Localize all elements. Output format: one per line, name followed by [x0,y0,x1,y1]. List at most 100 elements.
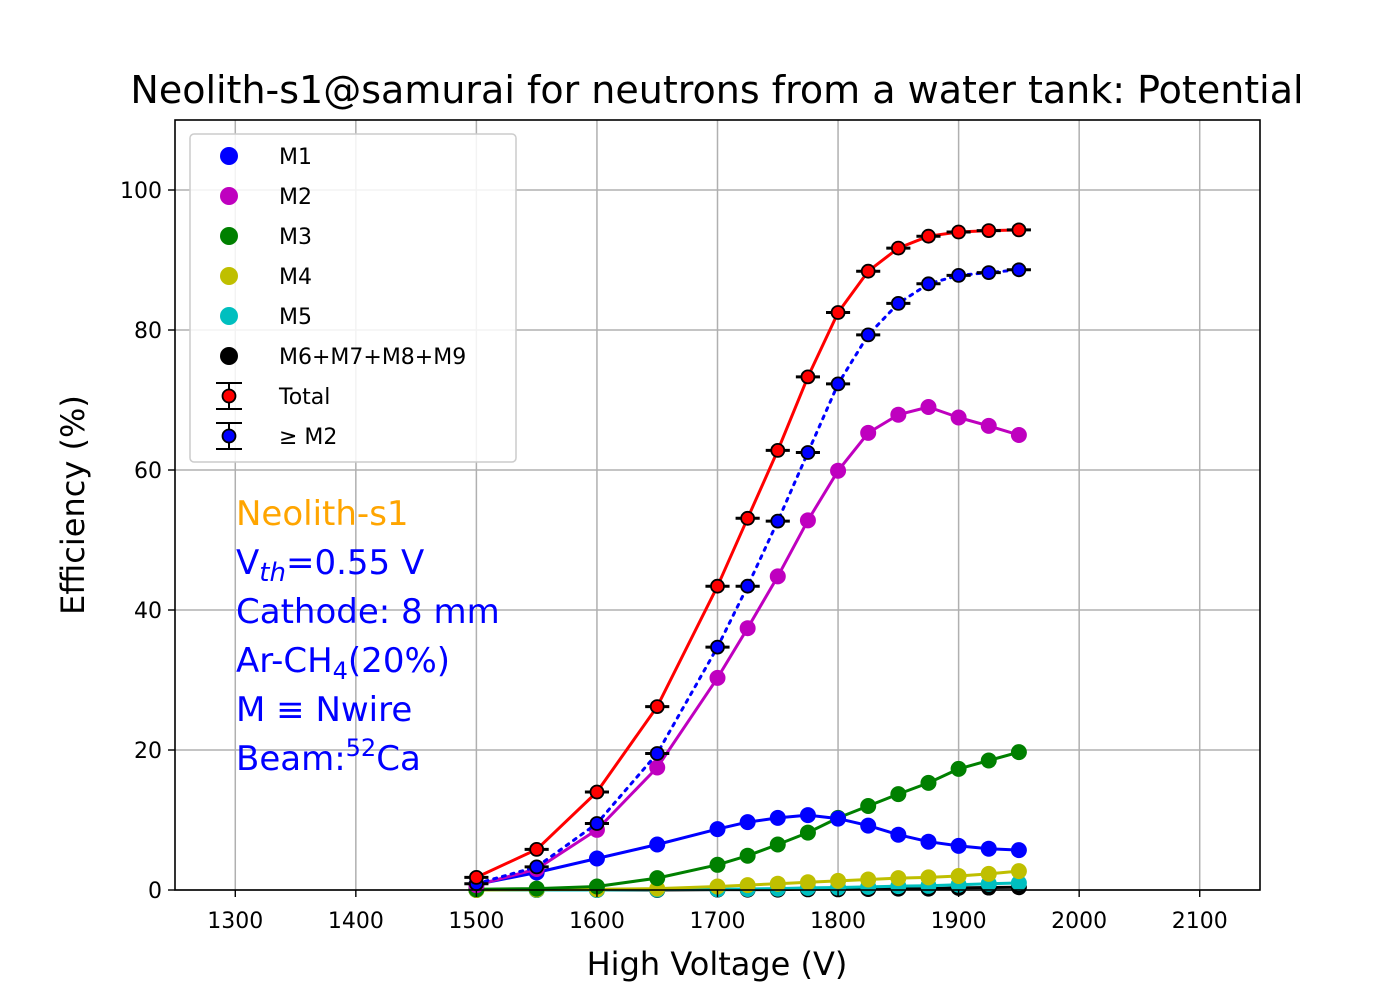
x-tick-label: 1700 [690,909,746,934]
series-m2 [464,262,1031,892]
data-point [770,513,786,529]
legend-item-m2: ≥ M2 [216,422,337,450]
x-tick-label: 1900 [931,909,987,934]
legend-label: M3 [279,225,312,250]
annotation-beam-rest: Ca [376,739,421,779]
data-point [769,836,786,853]
chart-title: Neolith-s1@samurai for neutrons from a w… [130,68,1303,112]
data-point [860,817,877,834]
plot-series [464,222,1031,898]
data-point [890,870,907,887]
x-tick-label: 1400 [328,909,384,934]
legend-item-m5: M5 [220,305,312,330]
data-point [588,850,605,867]
data-point [589,816,605,831]
data-point [649,699,665,714]
data-point [980,840,997,857]
data-point [1010,875,1027,891]
annotation-beam-sup: 52 [346,734,377,762]
data-point [649,870,666,887]
legend-label: M4 [279,265,312,290]
data-point [739,620,756,637]
legend-marker [220,267,238,285]
legend-marker [221,388,237,404]
data-point [830,462,847,479]
data-point [710,639,725,655]
data-point [951,267,967,283]
data-point [649,836,666,853]
legend-marker [220,227,238,245]
legend-label: M2 [279,185,312,210]
data-point [739,814,756,831]
data-point [709,669,726,686]
data-point [769,809,786,826]
data-point [1010,842,1027,859]
data-point [800,445,816,460]
x-axis-label: High Voltage (V) [587,945,848,983]
legend-marker [220,307,238,325]
annotation-gas-sub: 4 [333,657,348,685]
data-point [860,798,877,814]
data-point [860,424,877,441]
annotation-beam: Beam:52Ca [236,734,421,779]
legend-marker [220,347,238,365]
series-m1 [468,807,1027,893]
data-point [709,856,726,873]
legend-marker [221,428,237,444]
legend: M1 M2 M3 M4 M5 M6+M7+M8+M9 Total ≥ M2 [189,133,517,463]
data-point [529,842,545,857]
data-point [920,399,937,415]
y-tick-label: 40 [134,599,162,624]
x-tick-label: 1500 [448,909,504,934]
data-point [770,442,786,458]
legend-label: M6+M7+M8+M9 [279,345,466,370]
annotation-gas: Ar-CH4(20%) [236,641,450,685]
y-tick-label: 100 [120,179,162,204]
data-point [921,276,936,292]
data-point [1010,744,1027,761]
data-point [890,826,907,843]
data-point [950,409,967,426]
legend-item-total: Total [216,382,330,410]
data-point [589,784,605,800]
data-point [769,875,786,892]
data-point [890,406,907,423]
data-point [950,837,967,854]
data-point [739,877,756,894]
data-point [468,870,484,885]
data-point [980,417,997,434]
data-point [860,263,876,279]
x-tick-label: 2000 [1051,909,1107,934]
data-point [830,810,847,827]
y-tick-label: 80 [134,319,162,344]
legend-item-m1: M1 [220,145,312,170]
series-total [464,222,1031,885]
annotation-vth-base: V [236,543,259,583]
data-point [860,871,877,888]
legend-marker [220,147,238,165]
data-point [980,865,997,882]
data-point [1010,863,1027,880]
data-point [890,295,906,311]
legend-label: M5 [279,305,312,330]
annotation-vth-rest: =0.55 V [286,543,424,583]
data-point [830,376,846,392]
data-point [920,833,937,850]
data-point [740,578,756,594]
legend-label: Total [278,385,330,410]
annotation-beam-base: Beam: [236,739,346,779]
data-point [709,821,726,838]
data-point [799,807,816,824]
axis-ticks: 1300 1400 1500 1600 1700 1800 1900 2000 2100 0 20 4… [120,179,1228,934]
data-point [649,759,666,776]
data-point [830,872,847,889]
legend-frame [189,133,517,463]
annotation-vth: Vth=0.55 V [236,543,424,588]
data-point [1011,262,1027,278]
y-tick-label: 0 [148,879,162,904]
series-line-m2 [476,405,1020,887]
data-point [921,228,936,244]
legend-item-m3: M3 [220,225,312,250]
data-point [528,880,545,897]
data-point [951,224,967,240]
